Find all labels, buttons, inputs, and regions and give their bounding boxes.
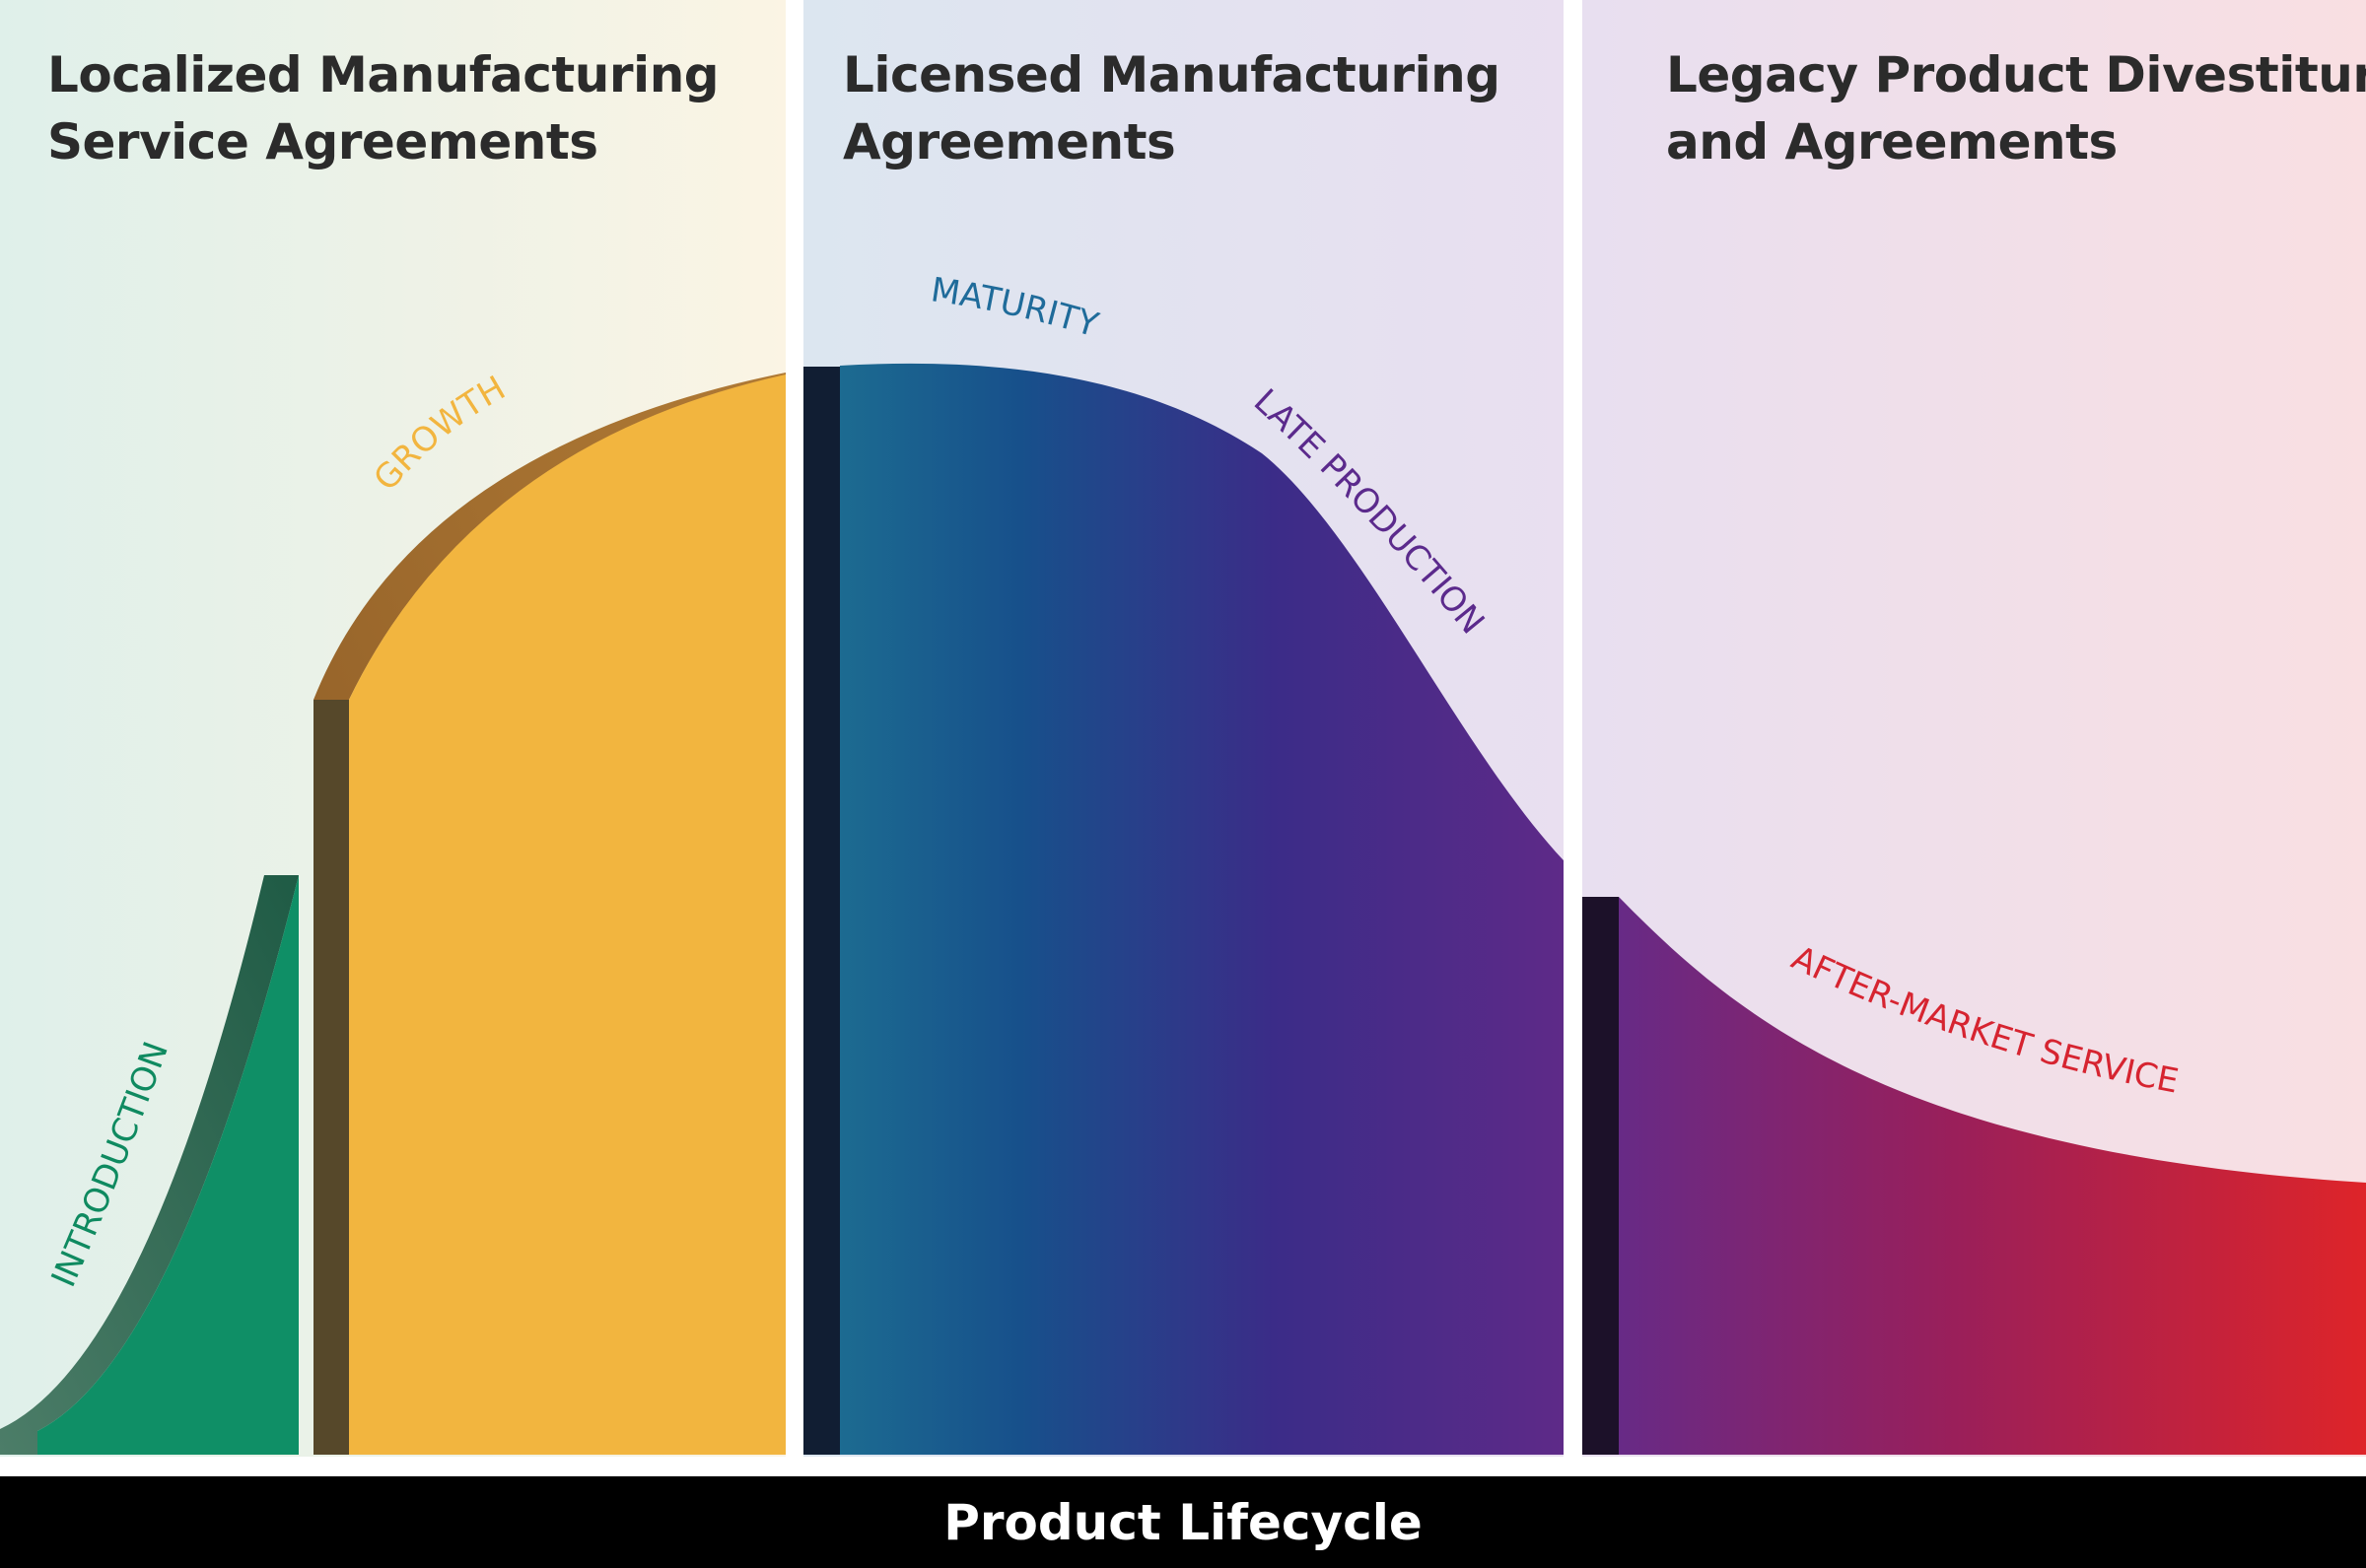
section-title-legacy: Legacy Product Divestitures and Agreemen… bbox=[1666, 41, 2366, 175]
footer-bar: Product Lifecycle bbox=[0, 1476, 2366, 1568]
growth-block-side bbox=[313, 700, 349, 1455]
section-title-line: and Agreements bbox=[1666, 113, 2118, 170]
section-title-line: Agreements bbox=[843, 113, 1176, 170]
after-market-block-side bbox=[1582, 897, 1619, 1455]
growth-block bbox=[349, 375, 786, 1455]
section-title-line: Localized Manufacturing bbox=[47, 46, 720, 103]
maturity-block bbox=[840, 363, 1564, 1455]
section-title-line: Licensed Manufacturing bbox=[843, 46, 1500, 103]
section-title-line: Service Agreements bbox=[47, 113, 598, 170]
introduction-block bbox=[37, 875, 299, 1455]
after-market-block bbox=[1619, 897, 2366, 1455]
section-title-localized: Localized Manufacturing Service Agreemen… bbox=[47, 41, 777, 175]
introduction-block-edge bbox=[0, 875, 299, 1455]
section-title-line: Legacy Product Divestitures bbox=[1666, 46, 2366, 103]
section-title-licensed: Licensed Manufacturing Agreements bbox=[843, 41, 1553, 175]
maturity-block-side bbox=[803, 367, 840, 1455]
footer-title: Product Lifecycle bbox=[943, 1493, 1423, 1551]
